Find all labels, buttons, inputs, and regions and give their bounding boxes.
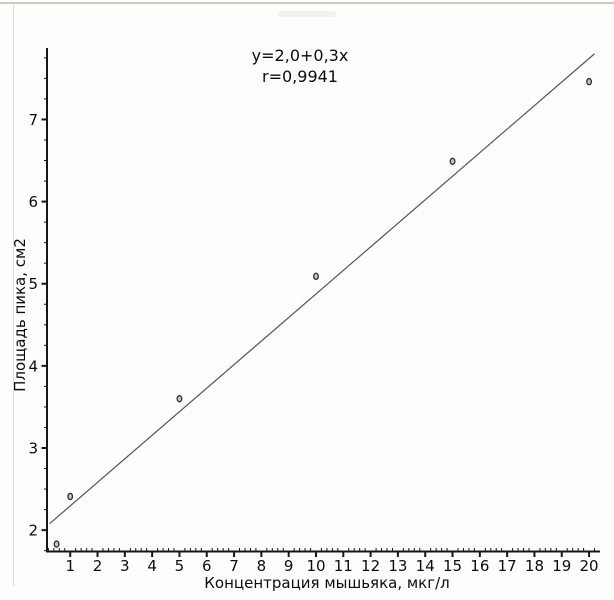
x-tick-label: 18 (525, 557, 544, 575)
x-tick-label: 17 (498, 557, 517, 575)
faint-artifact (278, 11, 336, 17)
x-tick-label: 8 (257, 557, 267, 575)
x-tick-label: 11 (334, 557, 353, 575)
x-tick-label: 12 (361, 557, 380, 575)
y-tick-label: 3 (28, 440, 38, 458)
x-tick-label: 13 (388, 557, 407, 575)
x-tick-label: 16 (470, 557, 489, 575)
x-tick-label: 7 (229, 557, 239, 575)
y-axis-title: Площадь пика, см2 (11, 238, 29, 392)
window-top-border (0, 2, 614, 4)
data-point (313, 272, 319, 281)
x-tick-label: 6 (202, 557, 212, 575)
x-axis-title: Концентрация мышьяка, мкг/л (204, 574, 450, 592)
data-point (53, 540, 60, 548)
fit-correlation-text: r=0,9941 (262, 67, 338, 86)
y-tick-label: 5 (28, 275, 38, 293)
x-tick-label: 15 (443, 557, 462, 575)
data-point (586, 77, 593, 86)
regression-line (49, 53, 595, 525)
y-tick-label: 2 (28, 522, 38, 540)
x-tick-label: 20 (580, 557, 599, 575)
data-point (67, 492, 74, 501)
x-tick-label: 1 (65, 557, 75, 575)
data-point (449, 157, 456, 166)
data-point (176, 394, 183, 403)
x-tick-label: 2 (93, 557, 103, 575)
x-tick-label: 5 (175, 557, 185, 575)
y-tick-label: 7 (28, 111, 38, 129)
fit-annotation: y=2,0+0,3x r=0,9941 (252, 45, 349, 87)
x-tick-label: 3 (120, 557, 130, 575)
x-tick-label: 14 (416, 557, 435, 575)
x-tick-label: 9 (284, 557, 294, 575)
y-tick-label: 6 (28, 193, 38, 211)
x-tick-label: 4 (147, 557, 157, 575)
x-tick-label: 10 (306, 557, 325, 575)
x-tick-label: 19 (552, 557, 571, 575)
y-tick-label: 4 (28, 357, 38, 375)
window-left-border (13, 3, 14, 586)
fit-equation-text: y=2,0+0,3x (251, 46, 349, 65)
